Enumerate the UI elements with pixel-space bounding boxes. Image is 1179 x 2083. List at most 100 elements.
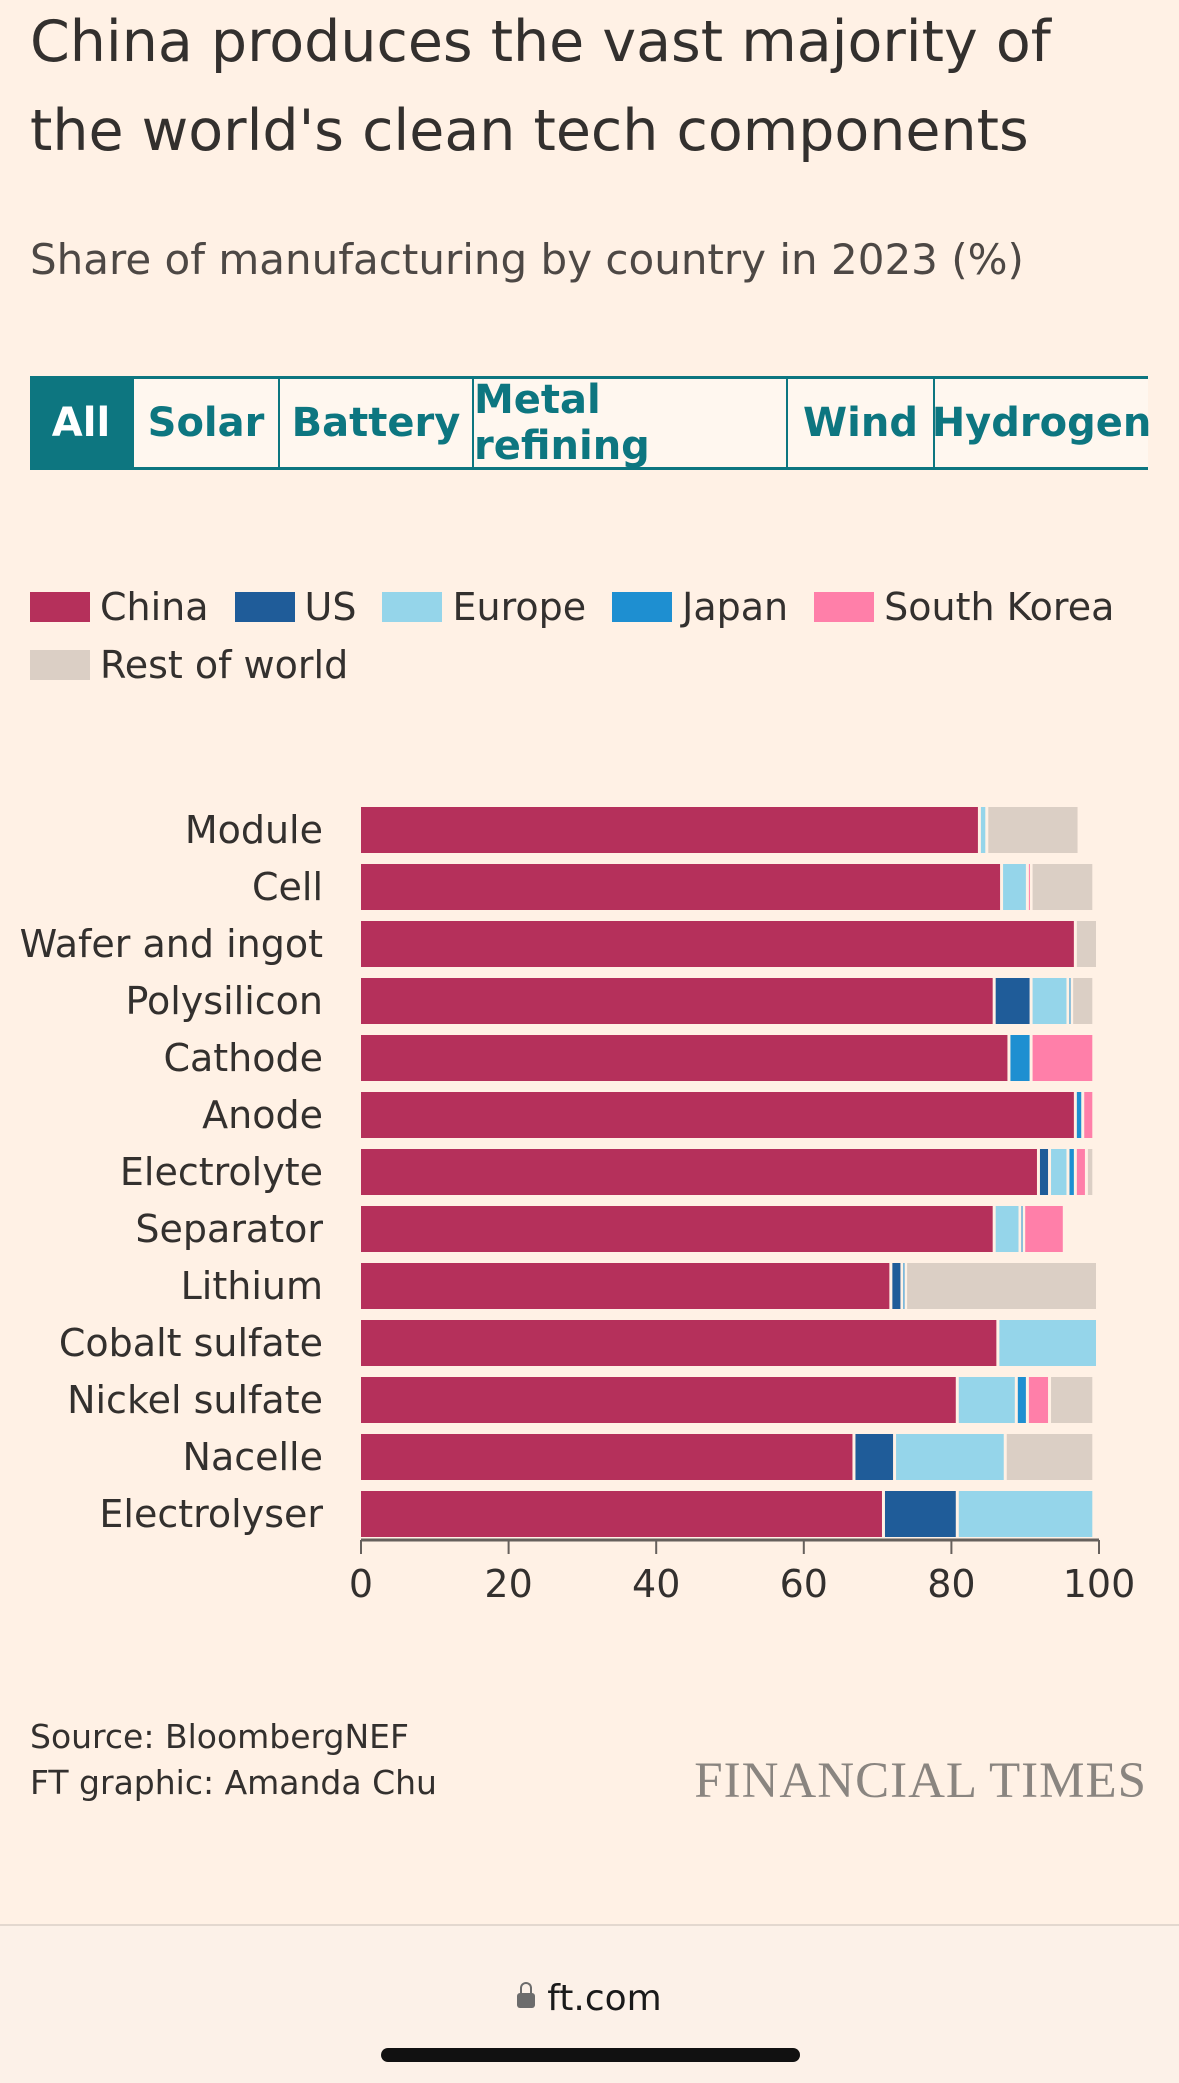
bar-segment-china	[361, 921, 1074, 967]
bar-segment-rest-of-world	[907, 1263, 1096, 1309]
category-label: Nacelle	[183, 1435, 323, 1479]
url-text: ft.com	[547, 1978, 662, 2019]
bar-segment-japan	[1021, 1206, 1023, 1252]
legend-label-us: US	[304, 585, 357, 629]
category-label: Anode	[202, 1093, 323, 1137]
chart-legend: China US Europe Japan South Korea Rest o…	[30, 585, 1150, 687]
legend-item-south-korea: South Korea	[814, 585, 1114, 629]
bar-segment-rest-of-world	[988, 807, 1078, 853]
legend-item-europe: Europe	[382, 585, 586, 629]
bar-segment-europe	[980, 807, 986, 853]
bar-segment-europe	[896, 1434, 1004, 1480]
bar-segment-us	[892, 1263, 901, 1309]
bar-segment-china	[361, 1092, 1074, 1138]
financial-times-logo: FINANCIAL TIMES	[694, 1753, 1147, 1809]
bar-segment-china	[361, 1149, 1037, 1195]
legend-label-china: China	[100, 585, 209, 629]
category-label: Electrolyte	[120, 1150, 323, 1194]
bar-segment-china	[361, 1320, 997, 1366]
bar-segment-south-korea	[1032, 1035, 1093, 1081]
graphic-credit: FT graphic: Amanda Chu	[30, 1763, 437, 1802]
legend-swatch-europe	[382, 592, 443, 622]
legend-swatch-china	[30, 592, 90, 622]
bar-segment-europe	[1032, 978, 1067, 1024]
bar-segment-japan	[903, 1263, 905, 1309]
category-tabs: All Solar Battery Metal refining Wind Hy…	[30, 376, 1151, 470]
tab-wind[interactable]: Wind	[788, 379, 935, 467]
bar-segment-japan	[1076, 1092, 1082, 1138]
bar-segment-europe	[958, 1377, 1015, 1423]
legend-label-south-korea: South Korea	[884, 585, 1115, 629]
home-indicator[interactable]	[381, 2048, 800, 2062]
bar-segment-china	[361, 1377, 956, 1423]
bar-segment-south-korea	[1025, 1206, 1063, 1252]
legend-swatch-south-korea	[814, 592, 875, 622]
legend-label-europe: Europe	[452, 585, 587, 629]
bar-segment-europe	[1003, 864, 1026, 910]
bar-segment-japan	[1069, 1149, 1074, 1195]
category-label: Separator	[135, 1207, 323, 1251]
x-tick-label: 40	[632, 1562, 680, 1606]
category-label: Cobalt sulfate	[59, 1321, 323, 1365]
bar-segment-rest-of-world	[1051, 1377, 1093, 1423]
bar-segment-rest-of-world	[1073, 978, 1093, 1024]
x-tick-label: 20	[484, 1562, 532, 1606]
bar-segment-japan	[1017, 1377, 1026, 1423]
legend-item-japan: Japan	[612, 585, 788, 629]
bar-segment-china	[361, 978, 993, 1024]
bar-segment-china	[361, 807, 978, 853]
legend-swatch-japan	[612, 592, 673, 622]
legend-label-rest-of-world: Rest of world	[100, 643, 349, 687]
lock-icon	[517, 1982, 536, 2008]
bar-segment-china	[361, 1491, 882, 1537]
bar-segment-rest-of-world	[1087, 1149, 1093, 1195]
bar-segment-rest-of-world	[1006, 1434, 1093, 1480]
x-tick-label: 0	[349, 1562, 373, 1606]
bar-segment-us	[1039, 1149, 1049, 1195]
bar-segment-us	[884, 1491, 956, 1537]
bar-segment-rest-of-world	[1032, 864, 1093, 910]
bar-segment-china	[361, 864, 1001, 910]
bar-segment-japan	[1010, 1035, 1030, 1081]
legend-swatch-us	[234, 592, 295, 622]
bar-segment-europe	[958, 1491, 1093, 1537]
legend-item-rest-of-world: Rest of world	[30, 643, 348, 687]
tab-battery[interactable]: Battery	[280, 379, 474, 467]
x-tick-label: 100	[1063, 1562, 1136, 1606]
bar-segment-south-korea	[1076, 1149, 1085, 1195]
bar-segment-south-korea	[1084, 1092, 1093, 1138]
category-label: Wafer and ingot	[20, 922, 323, 966]
bar-segment-china	[361, 1206, 993, 1252]
legend-item-china: China	[30, 585, 209, 629]
bar-segment-china	[361, 1434, 853, 1480]
stacked-bar-chart: Module Cell Wafer and ingot Polysilicon Cath…	[20, 807, 1136, 1606]
category-label: Cell	[252, 865, 323, 909]
source-note: Source: BloombergNEF	[30, 1717, 409, 1756]
chart-subtitle: Share of manufacturing by country in 202…	[30, 235, 1024, 284]
x-tick-label: 80	[927, 1562, 975, 1606]
category-label: Module	[185, 808, 323, 852]
bar-segment-us	[855, 1434, 894, 1480]
category-label: Lithium	[181, 1264, 323, 1308]
tab-metal-refining[interactable]: Metal refining	[474, 377, 788, 469]
bar-segment-china	[361, 1263, 890, 1309]
bar-segment-europe	[1051, 1149, 1067, 1195]
chart-title: China produces the vast majority of the …	[30, 9, 1051, 164]
legend-item-us: US	[234, 585, 357, 629]
category-label: Cathode	[163, 1036, 323, 1080]
bar-segment-us	[995, 978, 1030, 1024]
chart-footer: Source: BloombergNEF FT graphic: Amanda …	[30, 1714, 437, 1806]
bar-segment-japan	[1069, 978, 1071, 1024]
tab-solar[interactable]: Solar	[134, 379, 280, 467]
url-display[interactable]: ft.com	[0, 1978, 1179, 2019]
tab-hydrogen[interactable]: Hydrogen	[932, 379, 1151, 467]
legend-swatch-rest-of-world	[30, 650, 90, 680]
x-tick-label: 60	[780, 1562, 828, 1606]
bar-segment-rest-of-world	[1076, 921, 1096, 967]
browser-address-bar: ft.com	[0, 1924, 1179, 2083]
tab-all[interactable]: All	[30, 379, 134, 467]
bar-segment-south-korea	[1028, 1377, 1049, 1423]
bar-segment-europe	[999, 1320, 1096, 1366]
bar-segment-china	[361, 1035, 1008, 1081]
category-label: Electrolyser	[99, 1492, 323, 1536]
